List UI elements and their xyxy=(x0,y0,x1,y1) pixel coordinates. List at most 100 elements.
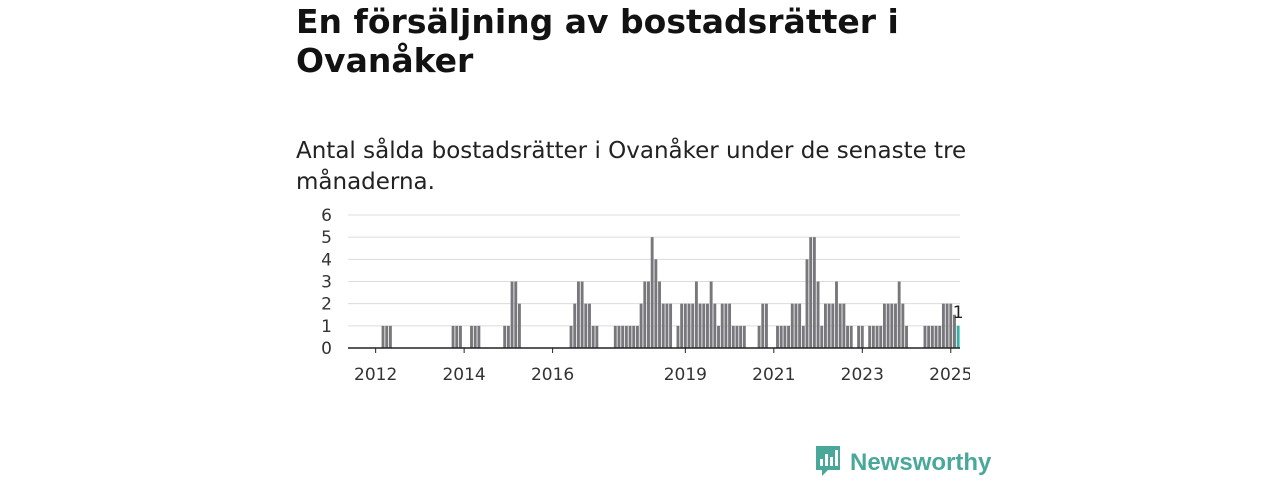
bar xyxy=(816,281,820,348)
bar xyxy=(720,303,724,348)
bar xyxy=(514,281,518,348)
bar xyxy=(790,303,794,348)
bar xyxy=(588,303,591,348)
x-tick-label: 2019 xyxy=(664,365,707,385)
bar xyxy=(510,281,514,348)
bar xyxy=(643,281,647,348)
bar xyxy=(897,281,901,348)
bar xyxy=(724,303,728,348)
bar xyxy=(658,281,661,348)
page-title: En försäljning av bostadsrätter i Ovanåk… xyxy=(296,2,899,80)
newsworthy-logo[interactable]: Newsworthy xyxy=(814,444,991,482)
bar xyxy=(621,325,625,348)
bar xyxy=(938,325,942,348)
bar xyxy=(846,325,849,348)
bar xyxy=(838,303,842,348)
bar xyxy=(823,303,827,348)
bar xyxy=(503,325,507,348)
bar xyxy=(868,325,872,348)
bar xyxy=(787,325,791,348)
bar xyxy=(709,281,713,348)
bar xyxy=(569,325,573,348)
bar xyxy=(661,303,665,348)
bar xyxy=(765,303,768,348)
bar xyxy=(617,325,621,348)
bar xyxy=(706,303,709,348)
bar xyxy=(801,325,805,348)
bar xyxy=(953,314,956,348)
bar xyxy=(949,303,953,348)
y-tick-label: 2 xyxy=(321,295,332,315)
bar xyxy=(628,325,632,348)
x-tick-label: 2016 xyxy=(531,365,574,385)
bar xyxy=(691,303,695,348)
bar xyxy=(473,325,477,348)
bar xyxy=(576,281,580,348)
bar xyxy=(934,325,938,348)
x-tick-label: 2021 xyxy=(752,365,795,385)
bar xyxy=(635,325,639,348)
bar xyxy=(798,303,802,348)
bar-chart-speech-bubble-icon xyxy=(814,444,842,482)
bar xyxy=(945,303,949,348)
bar xyxy=(698,303,702,348)
bar xyxy=(613,325,617,348)
bar xyxy=(827,303,831,348)
bar xyxy=(879,325,883,348)
x-tick-label: 2014 xyxy=(442,365,485,385)
bar xyxy=(385,325,389,348)
bar xyxy=(639,303,643,348)
bar xyxy=(477,325,481,348)
bar xyxy=(905,325,908,348)
bar xyxy=(728,303,732,348)
bar xyxy=(676,325,680,348)
bar xyxy=(901,303,905,348)
bar xyxy=(923,325,927,348)
bar xyxy=(794,303,798,348)
bar xyxy=(591,325,595,348)
bar xyxy=(451,325,455,348)
bar xyxy=(580,281,584,348)
bar xyxy=(812,237,816,348)
y-tick-label: 4 xyxy=(321,250,332,270)
x-tick-label: 2012 xyxy=(354,365,397,385)
bar xyxy=(842,303,846,348)
bar xyxy=(573,303,577,348)
bar xyxy=(894,303,897,348)
bar xyxy=(757,325,761,348)
bar xyxy=(694,281,698,348)
bar xyxy=(654,259,658,348)
x-tick-label: 2025 xyxy=(929,365,970,385)
bar xyxy=(805,259,809,348)
bar xyxy=(886,303,890,348)
bar xyxy=(687,303,691,348)
bar xyxy=(882,303,886,348)
x-tick-label: 2023 xyxy=(841,365,884,385)
y-tick-label: 1 xyxy=(321,317,332,337)
bar xyxy=(779,325,783,348)
bar xyxy=(455,325,459,348)
bar xyxy=(875,325,879,348)
bar xyxy=(683,303,687,348)
bar xyxy=(941,303,945,348)
highlight-bar xyxy=(956,325,960,348)
bar xyxy=(809,237,813,348)
highlight-value-label: 1 xyxy=(953,303,964,323)
chart-subtitle: Antal sålda bostadsrätter i Ovanåker und… xyxy=(296,138,967,195)
bar xyxy=(650,237,654,348)
bar xyxy=(702,303,706,348)
bar xyxy=(849,325,853,348)
bar xyxy=(680,303,684,348)
y-tick-label: 5 xyxy=(321,228,332,248)
bar xyxy=(831,303,835,348)
bar xyxy=(459,325,462,348)
bar xyxy=(890,303,894,348)
bar xyxy=(506,325,510,348)
bar xyxy=(647,281,650,348)
bar xyxy=(742,325,746,348)
bar xyxy=(761,303,765,348)
bar xyxy=(860,325,864,348)
bar xyxy=(632,325,636,348)
bar xyxy=(665,303,669,348)
